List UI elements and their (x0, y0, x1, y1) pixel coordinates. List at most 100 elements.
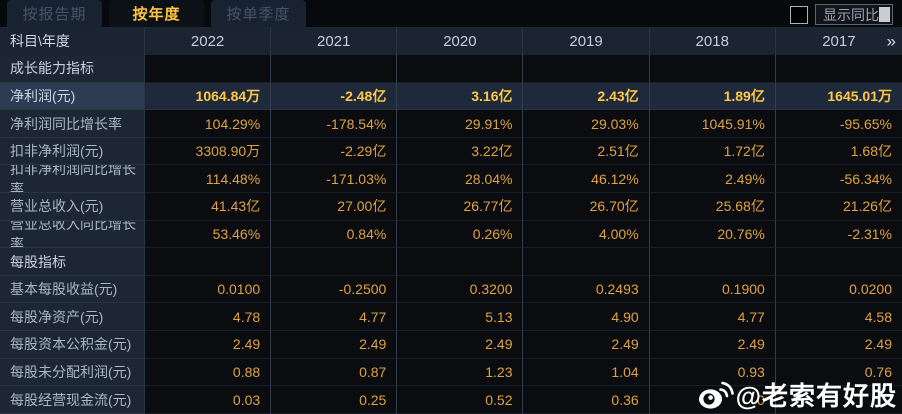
year-header-2019[interactable]: 2019 (523, 27, 650, 55)
cell: 25.68亿 (649, 193, 776, 221)
cell: 2.49 (271, 331, 398, 359)
cell: 114.48% (145, 165, 272, 194)
cell: 0.76 (775, 358, 902, 387)
cell: 2.49 (145, 331, 272, 359)
cell: 0.84% (271, 220, 398, 249)
cell: 2.51亿 (523, 137, 650, 166)
year-header-2020[interactable]: 2020 (397, 27, 524, 55)
cell: 4.78 (145, 303, 272, 332)
cell: 2.49 (775, 331, 902, 359)
table-row-deducted-net-profit[interactable]: 扣非净利润(元) 3308.90万 -2.29亿 3.22亿 2.51亿 1.72亿 1.… (0, 137, 902, 166)
section-label: 成长能力指标 (0, 55, 145, 83)
cell: 53.46% (145, 220, 272, 249)
year-header-2022[interactable]: 2022 (145, 27, 272, 55)
table-row-total-revenue[interactable]: 营业总收入(元) 41.43亿 27.00亿 26.77亿 26.70亿 25.68亿 2… (0, 193, 902, 221)
cell: 2.49% (649, 165, 776, 194)
more-columns-icon[interactable]: » (886, 31, 896, 51)
year-header-2018[interactable]: 2018 (650, 27, 776, 55)
table-row-net-assets-per-share[interactable]: 每股净资产(元) 4.78 4.77 5.13 4.90 4.77 4.58 (0, 303, 902, 332)
table-row-operating-cashflow-per-share[interactable]: 每股经营现金流(元) 0.03 0.25 0.52 0.36 0 (0, 386, 902, 414)
row-label: 营业总收入同比增长率 (0, 220, 145, 249)
cell: -2.29亿 (271, 137, 398, 166)
cell: 20.76% (649, 220, 776, 249)
row-label: 营业总收入(元) (0, 193, 145, 221)
cell: 3308.90万 (145, 137, 272, 166)
cell: 0.2493 (523, 275, 650, 304)
period-tabbar: 按报告期 按年度 按单季度 显示同比 (0, 0, 902, 27)
cell: 28.04% (397, 165, 524, 194)
cell: 5.13 (397, 303, 524, 332)
cell: 0.36 (523, 386, 650, 414)
cell: 2.43亿 (523, 82, 650, 111)
cell: 46.12% (523, 165, 650, 194)
cell: -0.2500 (271, 275, 398, 304)
cell: 4.90 (523, 303, 650, 332)
cell: 4.77 (649, 303, 776, 332)
cell: 0.1900 (649, 275, 776, 304)
cell: 26.70亿 (523, 193, 650, 221)
row-label: 每股未分配利润(元) (0, 358, 145, 387)
cell (649, 55, 776, 83)
table-row-undistributed-profit-per-share[interactable]: 每股未分配利润(元) 0.88 0.87 1.23 1.04 0.93 0.76 (0, 358, 902, 387)
row-label: 扣非净利润(元) (0, 137, 145, 166)
cell (145, 55, 272, 83)
row-label: 每股资本公积金(元) (0, 331, 145, 359)
cell (271, 248, 398, 276)
table-body: 成长能力指标 净利润(元) 1064.84万 -2.48亿 3.16亿 2.43亿 1.… (0, 55, 902, 414)
cell: -95.65% (775, 110, 902, 138)
show-yoy-label: 显示同比 (823, 6, 879, 23)
tab-single-quarter[interactable]: 按单季度 (211, 0, 306, 27)
cell: 1064.84万 (145, 82, 272, 111)
tab-annual[interactable]: 按年度 (109, 0, 204, 27)
cell: 1.89亿 (649, 82, 776, 111)
cell: 21.26亿 (775, 193, 902, 221)
cell: 29.91% (397, 110, 524, 138)
cell: 4.77 (271, 303, 398, 332)
cell (397, 248, 524, 276)
tabbar-right-controls: 显示同比 (790, 4, 893, 25)
cell: 0.88 (145, 358, 272, 387)
table-row-deducted-net-profit-yoy[interactable]: 扣非净利润同比增长率 114.48% -171.03% 28.04% 46.12% 2.… (0, 165, 902, 194)
weibo-icon (698, 381, 734, 409)
year-header-2017-label: 2017 (822, 32, 856, 50)
cell: 1645.01万 (775, 82, 902, 111)
cell (397, 55, 524, 83)
cell: 0.25 (271, 386, 398, 414)
year-header-2017: 2017 » (776, 27, 902, 55)
cell (649, 248, 776, 276)
cell: 27.00亿 (271, 193, 398, 221)
cell: 0.26% (397, 220, 524, 249)
cell (523, 55, 650, 83)
cell: -171.03% (271, 165, 398, 194)
cell: 3.16亿 (397, 82, 524, 111)
section-label: 每股指标 (0, 248, 145, 276)
cell: 0.3200 (397, 275, 524, 304)
yoy-checkbox[interactable] (790, 5, 808, 24)
cell: 26.77亿 (397, 193, 524, 221)
table-row-capital-reserve-per-share[interactable]: 每股资本公积金(元) 2.49 2.49 2.49 2.49 2.49 2.49 (0, 331, 902, 359)
table-row-net-profit-yoy[interactable]: 净利润同比增长率 104.29% -178.54% 29.91% 29.03% 1045… (0, 110, 902, 138)
tab-report-period[interactable]: 按报告期 (7, 0, 102, 27)
show-yoy-button[interactable]: 显示同比 (815, 4, 893, 25)
row-label: 扣非净利润同比增长率 (0, 165, 145, 194)
cell: 41.43亿 (145, 193, 272, 221)
cell: 2.49 (523, 331, 650, 359)
cell: 0.0100 (145, 275, 272, 304)
cell: 0.93 (649, 358, 776, 387)
cell: 29.03% (523, 110, 650, 138)
cell: 2.49 (649, 331, 776, 359)
table-row-total-revenue-yoy[interactable]: 营业总收入同比增长率 53.46% 0.84% 0.26% 4.00% 20.76% -2… (0, 220, 902, 249)
corner-header: 科目\年度 (0, 27, 145, 55)
cell (775, 248, 902, 276)
cell: 2.49 (397, 331, 524, 359)
year-header-2021[interactable]: 2021 (271, 27, 398, 55)
table-row-net-profit[interactable]: 净利润(元) 1064.84万 -2.48亿 3.16亿 2.43亿 1.89亿 1645… (0, 82, 902, 111)
table-row-basic-eps[interactable]: 基本每股收益(元) 0.0100 -0.2500 0.3200 0.2493 0.190… (0, 275, 902, 304)
row-label: 每股经营现金流(元) (0, 386, 145, 414)
cell: 104.29% (145, 110, 272, 138)
cell: 3.22亿 (397, 137, 524, 166)
cell: 1.68亿 (775, 137, 902, 166)
cell: 0.52 (397, 386, 524, 414)
cell: 4.58 (775, 303, 902, 332)
